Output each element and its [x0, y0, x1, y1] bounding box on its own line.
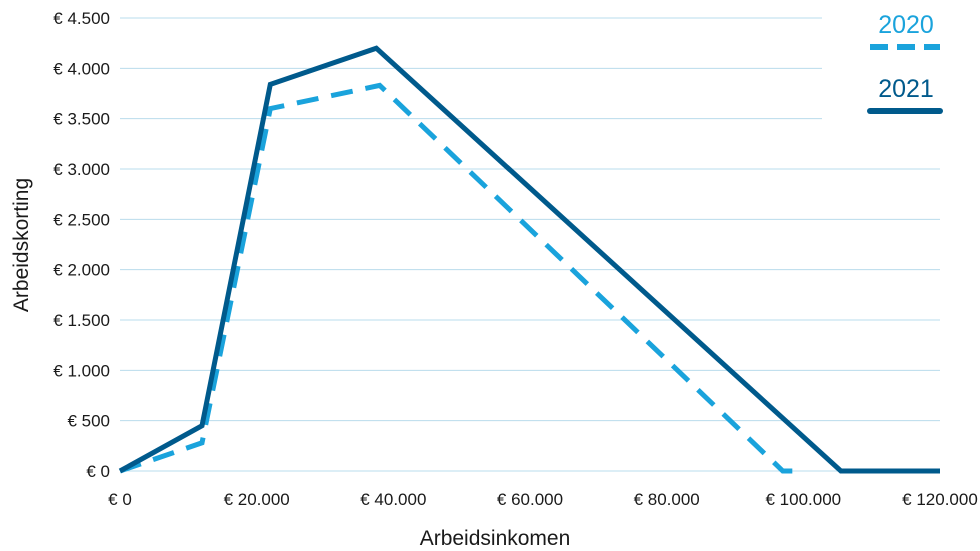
x-axis-title: Arbeidsinkomen — [420, 527, 571, 550]
y-tick-label: € 0 — [86, 462, 110, 481]
legend: 2020 2021 — [867, 11, 943, 114]
y-tick-label: € 3.000 — [53, 160, 110, 179]
x-tick-label: € 60.000 — [497, 490, 563, 509]
legend-label-2021: 2021 — [878, 75, 934, 103]
y-tick-label: € 500 — [67, 412, 110, 431]
x-tick-label: € 0 — [108, 490, 132, 509]
y-tick-label: € 4.000 — [53, 59, 110, 78]
x-tick-label: € 20.000 — [224, 490, 290, 509]
x-tick-label: € 120.000 — [902, 490, 978, 509]
x-tick-labels: € 0 € 20.000 € 40.000 € 60.000 € 80.000 € 100… — [108, 490, 978, 509]
legend-label-2020: 2020 — [878, 11, 934, 39]
x-tick-label: € 80.000 — [634, 490, 700, 509]
y-axis-title: Arbeidskorting — [10, 178, 33, 312]
y-tick-label: € 2.000 — [53, 261, 110, 280]
series-lines — [118, 45, 940, 474]
series-line-2020 — [119, 82, 804, 474]
series-line-2021 — [118, 45, 940, 474]
x-tick-label: € 40.000 — [360, 490, 426, 509]
y-tick-label: € 3.500 — [53, 110, 110, 129]
y-tick-labels: € 0 € 500 € 1.000 € 1.500 € 2.000 € 2.500 € 3.… — [53, 9, 110, 481]
y-tick-label: € 1.000 — [53, 361, 110, 380]
y-tick-label: € 4.500 — [53, 9, 110, 28]
x-tick-label: € 100.000 — [766, 490, 842, 509]
y-tick-label: € 2.500 — [53, 210, 110, 229]
y-tick-label: € 1.500 — [53, 311, 110, 330]
